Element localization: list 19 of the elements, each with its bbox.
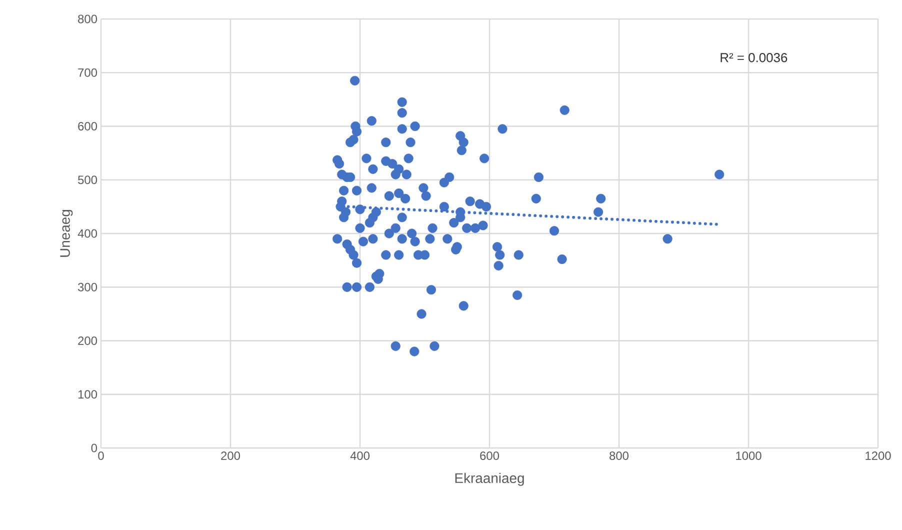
annotation: R² = 0.0036: [720, 53, 788, 62]
x-tick-label: 1000: [736, 452, 762, 460]
y-tick-label: 300: [78, 282, 98, 292]
y-tick-label: 0: [91, 444, 98, 452]
y-tick-label: 800: [78, 14, 98, 24]
y-tick-label: 700: [78, 68, 98, 77]
x-axis-title: Ekraaniaeg: [455, 472, 524, 486]
y-axis-title: Uneaeg: [60, 210, 73, 257]
y-tick-label: 200: [78, 336, 98, 345]
x-tick-label: 1200: [866, 452, 891, 460]
x-tick-label: 0: [98, 452, 104, 460]
y-tick-label: 500: [78, 176, 98, 184]
y-tick-label: 600: [78, 122, 98, 130]
y-tick-label: 100: [78, 390, 98, 399]
y-tick-label: 400: [78, 229, 98, 238]
x-tick-label: 600: [480, 452, 500, 460]
x-tick-label: 800: [610, 452, 629, 460]
x-tick-label: 400: [350, 452, 370, 460]
x-tick-label: 200: [221, 452, 240, 460]
